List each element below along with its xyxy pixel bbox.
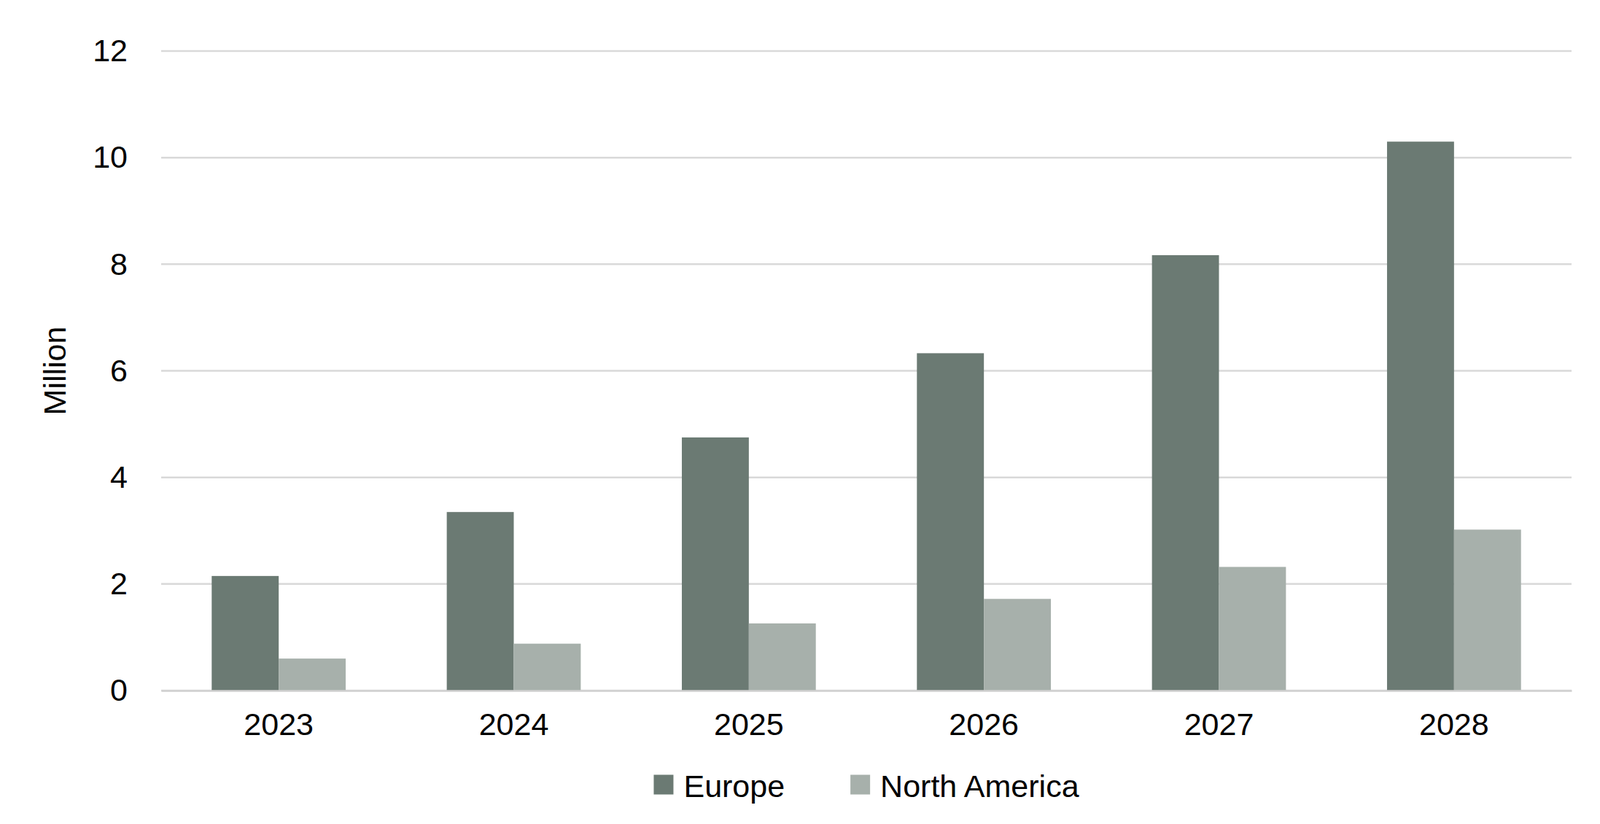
y-tick-label: 8	[110, 246, 128, 282]
y-tick: 0	[110, 672, 162, 708]
grid-line	[161, 156, 1572, 159]
y-tick-label: 10	[92, 139, 128, 175]
bar-series	[278, 529, 1522, 691]
x-tick-label: 2024	[479, 706, 550, 742]
x-tick: 2025	[713, 690, 784, 742]
x-tick-label: 2025	[713, 706, 784, 742]
grid-line	[161, 476, 1572, 479]
y-tick-label: 2	[110, 565, 128, 601]
x-axis: 2023 2024 2025 2026 2027 2028	[161, 690, 1573, 742]
x-tick: 2026	[948, 690, 1019, 742]
bar	[514, 643, 582, 691]
y-tick: 4	[110, 459, 162, 495]
bar	[278, 658, 346, 691]
y-axis-line	[161, 51, 162, 692]
plot: 0 2 4 6 8 10 12 2023 2024 2025 2026 2027 2028	[92, 32, 1572, 741]
x-tick-label: 2023	[243, 706, 314, 742]
legend-item: North America	[850, 768, 1080, 804]
y-tick: 6	[110, 352, 162, 388]
x-tick-label: 2028	[1419, 706, 1490, 742]
bar	[681, 437, 749, 691]
y-tick: 8	[110, 246, 162, 282]
grid-line	[161, 369, 1572, 372]
y-tick-label: 4	[110, 459, 128, 495]
grid-line	[161, 583, 1572, 586]
legend: Europe North America	[653, 768, 1079, 804]
grid	[161, 51, 1572, 691]
x-tick: 2027	[1184, 690, 1255, 742]
bar	[211, 576, 279, 691]
y-axis-title: Million	[37, 326, 73, 416]
bar	[1454, 529, 1522, 691]
y-tick-label: 12	[92, 32, 128, 68]
legend-label: Europe	[683, 768, 785, 804]
bar	[447, 511, 515, 691]
bar	[916, 352, 984, 691]
grid-line	[161, 50, 1572, 53]
chart: 0 2 4 6 8 10 12 2023 2024 2025 2026 2027 2028 Million…	[0, 0, 1600, 824]
bar	[1219, 566, 1287, 691]
y-tick-label: 6	[110, 352, 128, 388]
y-tick: 12	[92, 32, 162, 68]
y-tick: 10	[92, 139, 162, 175]
bar	[1152, 255, 1220, 691]
x-tick: 2023	[243, 690, 314, 742]
bar-series	[211, 141, 1455, 691]
bar	[1387, 141, 1455, 691]
bar	[983, 598, 1051, 691]
grid-line	[161, 689, 1572, 693]
y-tick-label: 0	[110, 672, 128, 708]
legend-swatch	[850, 775, 871, 795]
x-tick-label: 2027	[1184, 706, 1255, 742]
y-axis: 0 2 4 6 8 10 12	[92, 32, 162, 708]
x-axis-line	[161, 689, 1573, 693]
bars	[211, 141, 1521, 691]
legend-label: North America	[880, 768, 1080, 804]
x-tick: 2028	[1419, 690, 1490, 742]
x-tick: 2024	[479, 690, 550, 742]
legend-swatch	[653, 775, 674, 795]
y-tick: 2	[110, 565, 162, 601]
legend-item: Europe	[653, 768, 785, 804]
grid-line	[161, 263, 1572, 266]
bar	[748, 623, 817, 691]
x-tick-label: 2026	[948, 706, 1019, 742]
